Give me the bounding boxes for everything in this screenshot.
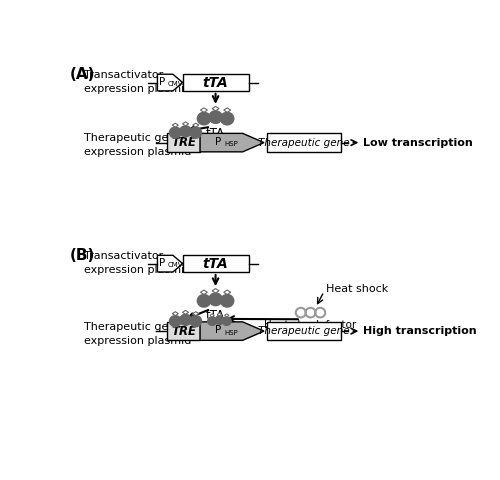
Text: tTA: tTA xyxy=(202,257,228,271)
Circle shape xyxy=(222,317,231,325)
Polygon shape xyxy=(200,108,207,112)
Circle shape xyxy=(198,295,210,307)
Text: tTA: tTA xyxy=(206,309,225,322)
Circle shape xyxy=(209,293,222,306)
Circle shape xyxy=(180,314,192,325)
Text: TRE: TRE xyxy=(171,324,196,337)
Polygon shape xyxy=(182,311,188,314)
Text: Heat shock: Heat shock xyxy=(326,284,388,294)
Text: P: P xyxy=(159,77,165,87)
Polygon shape xyxy=(172,312,178,315)
Polygon shape xyxy=(200,133,264,152)
FancyBboxPatch shape xyxy=(182,255,248,272)
Circle shape xyxy=(220,112,234,125)
Text: (A): (A) xyxy=(70,67,95,82)
Polygon shape xyxy=(182,122,188,126)
Polygon shape xyxy=(158,74,182,91)
Polygon shape xyxy=(210,314,214,317)
Polygon shape xyxy=(224,314,229,317)
Circle shape xyxy=(180,126,192,137)
Polygon shape xyxy=(158,255,182,272)
Text: Transactivator
expression plasmid: Transactivator expression plasmid xyxy=(84,251,191,275)
Polygon shape xyxy=(217,313,222,316)
Polygon shape xyxy=(212,288,219,293)
Text: HSP: HSP xyxy=(224,142,238,147)
Text: P: P xyxy=(215,137,222,147)
Polygon shape xyxy=(224,290,230,295)
Text: High transcription: High transcription xyxy=(363,326,476,336)
Text: Low transcription: Low transcription xyxy=(363,138,472,148)
Text: Transactivator
expression plasmid: Transactivator expression plasmid xyxy=(84,70,191,94)
Polygon shape xyxy=(200,322,264,340)
Text: (B): (B) xyxy=(70,248,95,263)
Text: Therapeutic gene
expression plasmid: Therapeutic gene expression plasmid xyxy=(84,322,191,346)
Circle shape xyxy=(209,111,222,123)
Circle shape xyxy=(208,317,216,325)
FancyBboxPatch shape xyxy=(167,133,200,152)
Circle shape xyxy=(198,112,210,125)
Circle shape xyxy=(220,295,234,307)
Circle shape xyxy=(190,315,202,327)
Text: CMV: CMV xyxy=(168,262,183,268)
Text: CMV: CMV xyxy=(168,81,183,87)
Polygon shape xyxy=(192,312,199,315)
Polygon shape xyxy=(224,108,230,112)
Polygon shape xyxy=(192,123,199,127)
Text: Heat shock factor: Heat shock factor xyxy=(264,320,356,330)
Circle shape xyxy=(170,315,181,327)
FancyBboxPatch shape xyxy=(167,322,200,340)
Polygon shape xyxy=(172,123,178,127)
FancyBboxPatch shape xyxy=(182,74,248,91)
Text: TRE: TRE xyxy=(171,136,196,149)
Text: HSP: HSP xyxy=(224,330,238,336)
Circle shape xyxy=(190,127,202,138)
Polygon shape xyxy=(200,290,207,295)
FancyBboxPatch shape xyxy=(267,322,340,340)
Text: Therapeutic gene: Therapeutic gene xyxy=(258,138,350,148)
Circle shape xyxy=(170,127,181,138)
Text: Therapeutic gene
expression plasmid: Therapeutic gene expression plasmid xyxy=(84,133,191,157)
Text: P: P xyxy=(159,258,165,268)
Text: Therapeutic gene: Therapeutic gene xyxy=(258,326,350,336)
FancyBboxPatch shape xyxy=(267,133,340,152)
Text: tTA: tTA xyxy=(202,75,228,90)
Text: tTA: tTA xyxy=(206,127,225,140)
Circle shape xyxy=(215,316,224,324)
Text: P: P xyxy=(215,325,222,336)
Polygon shape xyxy=(212,107,219,111)
